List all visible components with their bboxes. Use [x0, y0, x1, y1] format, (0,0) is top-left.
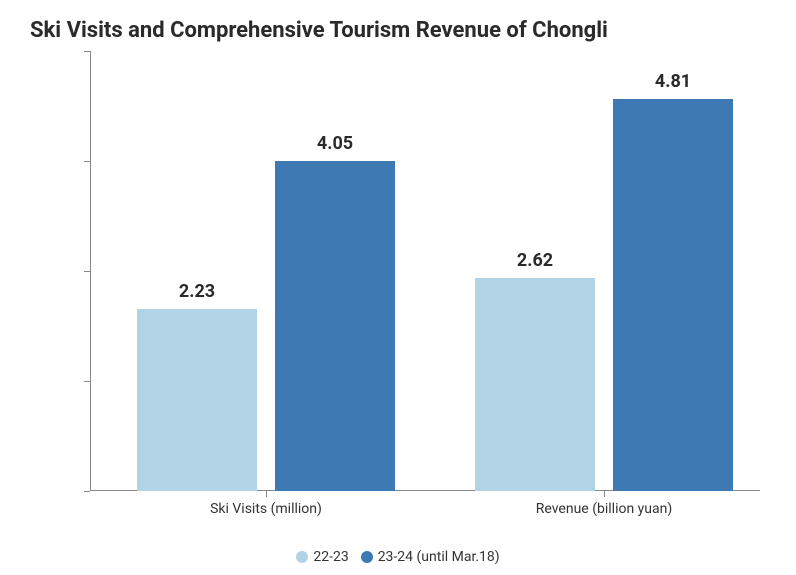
- y-axis-line: [90, 51, 91, 491]
- legend-swatch: [296, 551, 308, 563]
- x-tick: [604, 491, 605, 497]
- y-tick: [84, 381, 90, 382]
- bar: 2.62: [475, 278, 595, 491]
- bar: 4.81: [613, 99, 733, 491]
- legend-label: 22-23: [313, 549, 348, 565]
- chart-title: Ski Visits and Comprehensive Tourism Rev…: [30, 18, 766, 43]
- category-label: Ski Visits (million): [210, 501, 322, 517]
- legend-label: 23-24 (until Mar.18): [378, 549, 500, 565]
- y-tick: [84, 51, 90, 52]
- category-label: Revenue (billion yuan): [536, 501, 672, 517]
- legend-swatch: [361, 551, 373, 563]
- plot-area: 2.234.05Ski Visits (million)2.624.81Reve…: [40, 51, 760, 491]
- bar-value-label: 4.05: [275, 133, 395, 154]
- legend-item: 23-24 (until Mar.18): [361, 549, 500, 565]
- y-tick: [84, 161, 90, 162]
- x-tick: [266, 491, 267, 497]
- bar-value-label: 2.62: [475, 250, 595, 271]
- legend: 22-23 23-24 (until Mar.18): [0, 549, 796, 567]
- bar: 4.05: [275, 161, 395, 491]
- legend-item: 22-23: [296, 549, 348, 565]
- bar-value-label: 4.81: [613, 71, 733, 92]
- bar: 2.23: [137, 309, 257, 491]
- bar-value-label: 2.23: [137, 281, 257, 302]
- y-tick: [84, 271, 90, 272]
- chart-container: Ski Visits and Comprehensive Tourism Rev…: [0, 0, 796, 575]
- y-tick: [84, 491, 90, 492]
